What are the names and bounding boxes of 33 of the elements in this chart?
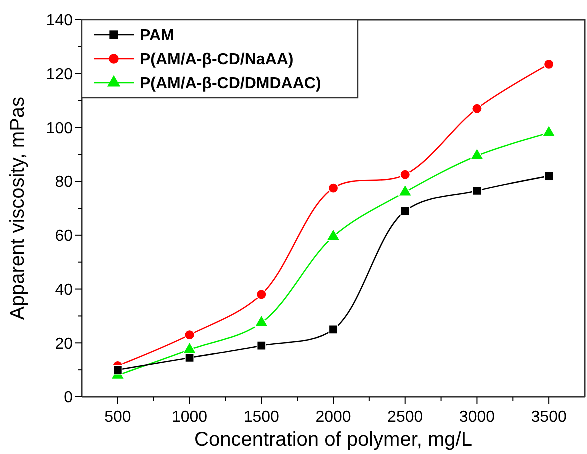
x-tick-label: 3000 — [459, 409, 496, 426]
point — [472, 104, 482, 114]
x-tick-label: 2000 — [316, 409, 352, 426]
legend-label: P(AM/A-β-CD/DMDAAC) — [140, 76, 322, 93]
point — [184, 330, 196, 340]
legend-label: PAM — [140, 28, 174, 45]
point — [185, 353, 195, 363]
point — [400, 170, 411, 180]
point — [256, 341, 266, 351]
x-tick-label: 2500 — [388, 409, 424, 426]
y-tick-label: 20 — [55, 336, 74, 353]
x-axis-title: Concentration of polymer, mg/L — [194, 429, 472, 451]
legend-label: P(AM/A-β-CD/NaAA) — [140, 52, 294, 69]
point — [400, 206, 410, 216]
y-tick-label: 60 — [55, 228, 74, 246]
y-tick-label: 80 — [55, 174, 74, 192]
point — [544, 171, 554, 181]
point — [328, 324, 338, 334]
y-tick-label: 100 — [46, 120, 74, 138]
x-tick-label: 1500 — [244, 409, 280, 426]
x-tick-label: 3500 — [531, 409, 567, 426]
point — [472, 186, 482, 196]
x-tick-label: 500 — [104, 409, 132, 426]
y-tick-label: 0 — [64, 390, 74, 407]
point — [113, 365, 123, 375]
point — [328, 183, 339, 194]
point — [256, 289, 267, 300]
y-tick-label: 140 — [46, 12, 74, 30]
y-axis-title: Apparent viscosity, mPas — [7, 96, 29, 320]
y-tick-label: 120 — [46, 66, 74, 84]
x-tick-label: 1000 — [172, 409, 208, 426]
point — [544, 59, 554, 70]
y-tick-label: 40 — [55, 282, 74, 299]
